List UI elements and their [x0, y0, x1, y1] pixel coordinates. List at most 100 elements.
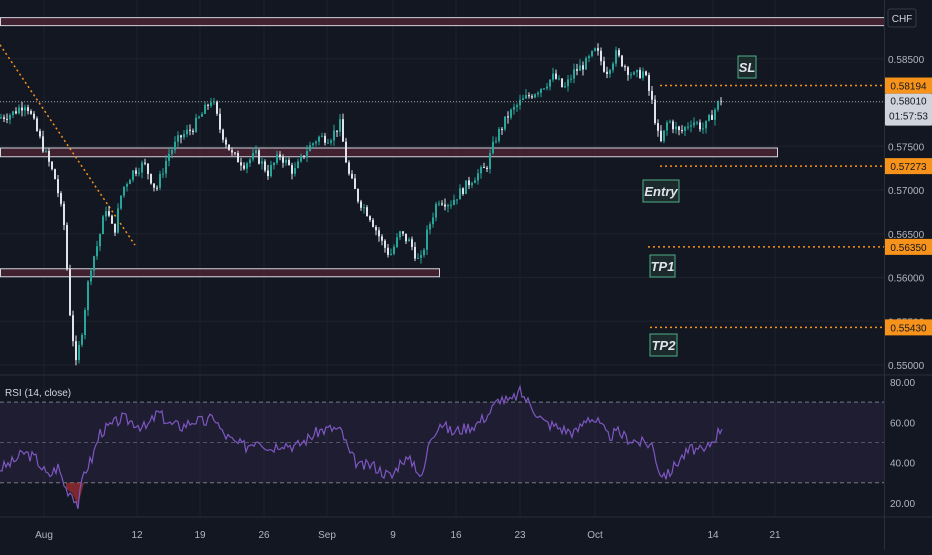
time-tick: Sep [318, 530, 336, 541]
candle-body [321, 135, 323, 137]
candle-body [168, 153, 170, 161]
price-tick: 0.57500 [888, 142, 925, 153]
candle-body [666, 122, 668, 131]
candle-body [675, 126, 677, 130]
candle-body [294, 168, 296, 174]
candle-body [531, 96, 533, 98]
candle-body [528, 95, 530, 97]
price-tick: 0.55000 [888, 361, 925, 372]
candle-body [684, 126, 686, 131]
candle-body [426, 229, 428, 250]
trendline [0, 44, 136, 246]
candle-body [699, 122, 701, 130]
tp2-label-box [649, 333, 678, 357]
candle-body [483, 167, 485, 169]
candle-body [480, 167, 482, 174]
candle-body [45, 150, 47, 152]
time-tick: Aug [35, 530, 53, 541]
candle-body [573, 69, 575, 79]
candle-body [81, 334, 83, 345]
current-price-value: 0.58010 [890, 97, 927, 108]
candle-body [219, 113, 221, 130]
zones [0, 17, 885, 278]
candle-body [225, 139, 227, 145]
candle-body [264, 161, 266, 171]
candle-body [249, 159, 251, 164]
candle-body [645, 71, 647, 76]
candle-body [75, 341, 77, 361]
time-tick: 19 [194, 530, 206, 541]
candle-body [258, 150, 260, 164]
candle-body [582, 65, 584, 70]
candle-body [39, 130, 41, 137]
candle-body [438, 203, 440, 205]
tp1-label-box [649, 254, 676, 278]
candle-body [300, 155, 302, 162]
candle-body [246, 163, 248, 169]
candle-body [36, 118, 38, 131]
candle-body [345, 141, 347, 163]
candle-body [360, 201, 362, 208]
candle-body [489, 153, 491, 169]
candle-body [399, 231, 401, 238]
tp1-price-tag-text: 0.56350 [890, 243, 927, 254]
candle-body [423, 249, 425, 256]
candle-body [318, 136, 320, 142]
candle-body [228, 144, 230, 151]
candle-body [48, 150, 50, 162]
candle-body [693, 122, 695, 126]
candle-body [393, 246, 395, 254]
candle-body [510, 109, 512, 118]
price-tick: 0.58500 [888, 55, 925, 66]
countdown-value: 01:57:53 [889, 112, 928, 123]
candle-body [468, 180, 470, 186]
candle-body [6, 118, 8, 120]
candle-body [54, 169, 56, 180]
time-tick: 23 [514, 530, 526, 541]
candle-body [540, 88, 542, 93]
candle-body [123, 186, 125, 196]
candle-body [687, 126, 689, 128]
price-tick: 0.57000 [888, 186, 925, 197]
candle-body [630, 74, 632, 76]
candle-body [276, 154, 278, 163]
currency-badge [887, 8, 917, 28]
rsi-line [0, 384, 723, 510]
candle-body [402, 231, 404, 234]
rsi-title: RSI (14, close) [5, 388, 71, 399]
sl-label-box [737, 55, 757, 79]
price-tick: 0.56000 [888, 274, 925, 285]
candle-body [384, 240, 386, 248]
sl-price-tag-text: 0.58194 [890, 82, 927, 93]
candle-body [297, 161, 299, 169]
candle-body [363, 207, 365, 209]
candle-body [177, 135, 179, 142]
candle-body [270, 165, 272, 177]
candle-body [525, 95, 527, 99]
candle-body [18, 107, 20, 114]
candle-body [63, 203, 65, 226]
entry-price-tag [885, 158, 932, 175]
candle-body [549, 79, 551, 87]
candle-body [663, 130, 665, 142]
tp1-label: TP1 [651, 259, 675, 274]
candle-body [576, 69, 578, 71]
candle-body [522, 98, 524, 100]
candle-body [486, 167, 488, 169]
candle-body [201, 113, 203, 117]
candle-body [405, 233, 407, 242]
candle-body [714, 109, 716, 120]
entry-price-tag-text: 0.57273 [890, 162, 927, 173]
candle-body [552, 73, 554, 80]
candle-body [420, 255, 422, 258]
candle-body [330, 140, 332, 143]
candle-body [450, 204, 452, 206]
current-price-tag [885, 93, 932, 126]
candle-body [153, 183, 155, 188]
candle-body [537, 92, 539, 95]
time-tick: 12 [131, 530, 143, 541]
candle-body [444, 204, 446, 207]
candle-body [624, 66, 626, 68]
